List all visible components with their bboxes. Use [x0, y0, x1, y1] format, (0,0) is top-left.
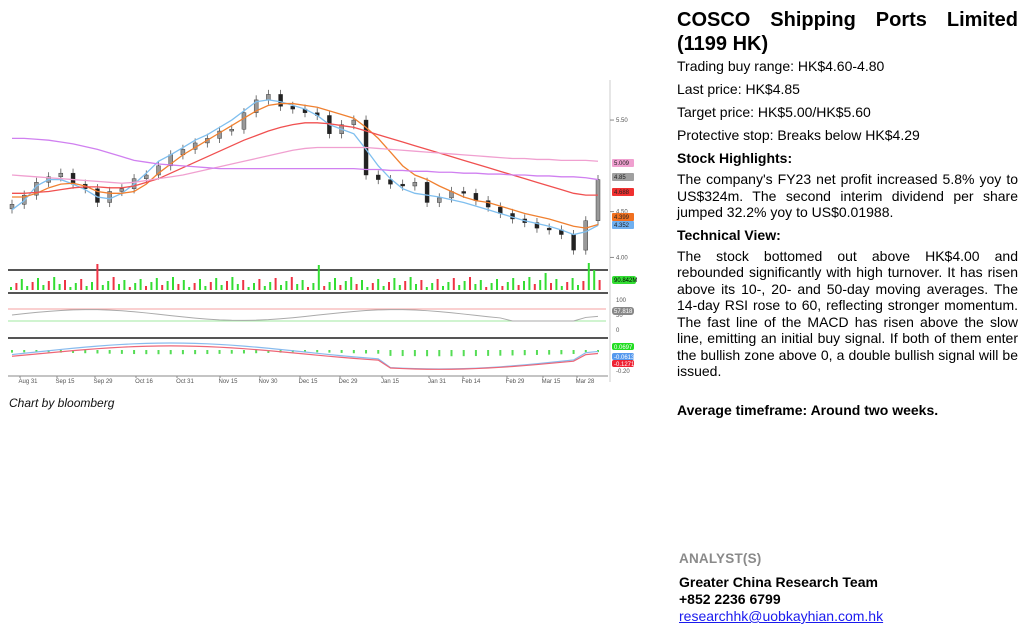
technical-text: The stock bottomed out above HK$4.00 and…	[677, 247, 1018, 380]
chart-canvas: 5.50 4.50 4.00 5.009 4.85 4.688 4.399 4.352 90.8…	[8, 80, 637, 385]
target-price: Target price: HK$5.00/HK$5.60	[677, 104, 871, 120]
analyst-team: Greater China Research Team	[679, 574, 878, 590]
last-price: Last price: HK$4.85	[677, 81, 800, 97]
svg-text:4.85: 4.85	[614, 175, 626, 181]
svg-text:Jan 31: Jan 31	[428, 379, 447, 385]
svg-text:Mar 28: Mar 28	[576, 379, 595, 385]
svg-text:Mar 15: Mar 15	[542, 379, 561, 385]
trading-buy-range: Trading buy range: HK$4.60-4.80	[677, 58, 885, 74]
svg-text:0.0697: 0.0697	[614, 345, 633, 351]
svg-text:5.009: 5.009	[614, 161, 630, 167]
svg-text:57.818: 57.818	[614, 309, 633, 315]
svg-text:4.399: 4.399	[614, 215, 630, 221]
highlights-heading: Stock Highlights:	[677, 150, 793, 166]
svg-text:Sep 29: Sep 29	[93, 379, 113, 385]
svg-text:Aug 31: Aug 31	[18, 379, 38, 385]
svg-text:4.50: 4.50	[616, 210, 628, 216]
report-title: COSCO Shipping Ports Limited	[677, 9, 1018, 31]
svg-text:Jan 15: Jan 15	[381, 379, 400, 385]
svg-text:Feb 29: Feb 29	[506, 379, 525, 385]
protective-stop: Protective stop: Breaks below HK$4.29	[677, 127, 920, 143]
svg-text:50: 50	[616, 313, 623, 319]
report-panel: COSCO Shipping Ports Limited (1199 HK) T…	[677, 8, 1018, 418]
svg-text:Dec 29: Dec 29	[338, 379, 358, 385]
svg-text:-0.1271: -0.1271	[614, 362, 635, 368]
analyst-phone: +852 2236 6799	[679, 591, 781, 607]
svg-text:Feb 14: Feb 14	[462, 379, 481, 385]
svg-text:Oct 31: Oct 31	[176, 379, 194, 385]
svg-text:Nov 15: Nov 15	[218, 379, 238, 385]
highlights-text: The company's FY23 net profit increased …	[677, 171, 1018, 220]
technical-heading: Technical View:	[677, 226, 781, 243]
svg-text:Oct 16: Oct 16	[135, 379, 153, 385]
svg-text:90.842M: 90.842M	[614, 278, 637, 284]
svg-text:5.50: 5.50	[616, 118, 628, 124]
svg-text:100: 100	[616, 298, 627, 304]
price-chart: 5.50 4.50 4.00 5.009 4.85 4.688 4.399 4.352 90.8…	[8, 80, 637, 410]
analyst-block: ANALYST(S) Greater China Research Team +…	[679, 551, 1019, 626]
svg-text:Dec 15: Dec 15	[298, 379, 318, 385]
svg-text:-0.0613: -0.0613	[614, 355, 635, 361]
report-ticker: (1199 HK)	[677, 33, 769, 55]
analyst-email-link[interactable]: researchhk@uobkayhian.com.hk	[679, 608, 884, 624]
svg-text:0: 0	[616, 328, 620, 334]
average-timeframe: Average timeframe: Around two weeks.	[677, 401, 939, 418]
svg-text:4.688: 4.688	[614, 190, 630, 196]
svg-text:4.00: 4.00	[616, 255, 628, 261]
svg-text:Sep 15: Sep 15	[55, 379, 75, 385]
analyst-heading: ANALYST(S)	[679, 551, 762, 566]
svg-text:Nov 30: Nov 30	[258, 379, 278, 385]
svg-text:4.352: 4.352	[614, 223, 630, 229]
chart-credit: Chart by bloomberg	[9, 396, 115, 410]
svg-text:-0.20: -0.20	[616, 369, 630, 375]
